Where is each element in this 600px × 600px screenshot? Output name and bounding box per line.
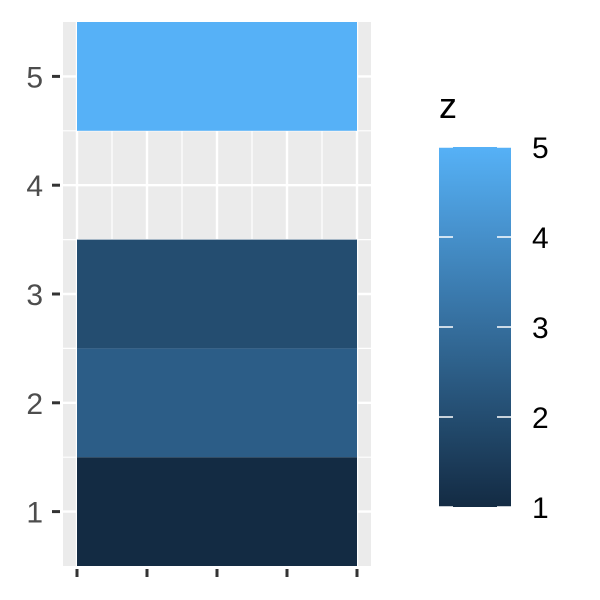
legend-ticks: 1 2 3 4 5 bbox=[439, 132, 549, 525]
color-legend: z 1 2 3 4 5 bbox=[439, 85, 549, 525]
y-tick-label: 1 bbox=[26, 497, 43, 530]
y-tick-label: 2 bbox=[26, 388, 43, 421]
heatmap-cells bbox=[77, 22, 357, 566]
legend-tick-label: 1 bbox=[532, 492, 549, 525]
x-axis bbox=[75, 569, 359, 577]
heatmap-cell bbox=[77, 348, 357, 458]
heatmap-cell bbox=[77, 22, 357, 131]
y-tick-label: 4 bbox=[26, 170, 43, 203]
y-tick-label: 3 bbox=[26, 279, 43, 312]
heatmap-cell bbox=[77, 457, 357, 566]
y-axis: 1 2 3 4 5 bbox=[26, 61, 60, 530]
heatmap-cell bbox=[77, 239, 357, 349]
legend-tick-label: 4 bbox=[532, 222, 549, 255]
legend-tick-label: 3 bbox=[532, 312, 549, 345]
legend-title: z bbox=[439, 85, 457, 126]
legend-tick-label: 2 bbox=[532, 402, 549, 435]
legend-tick-label: 5 bbox=[532, 132, 549, 165]
y-tick-label: 5 bbox=[26, 61, 43, 94]
